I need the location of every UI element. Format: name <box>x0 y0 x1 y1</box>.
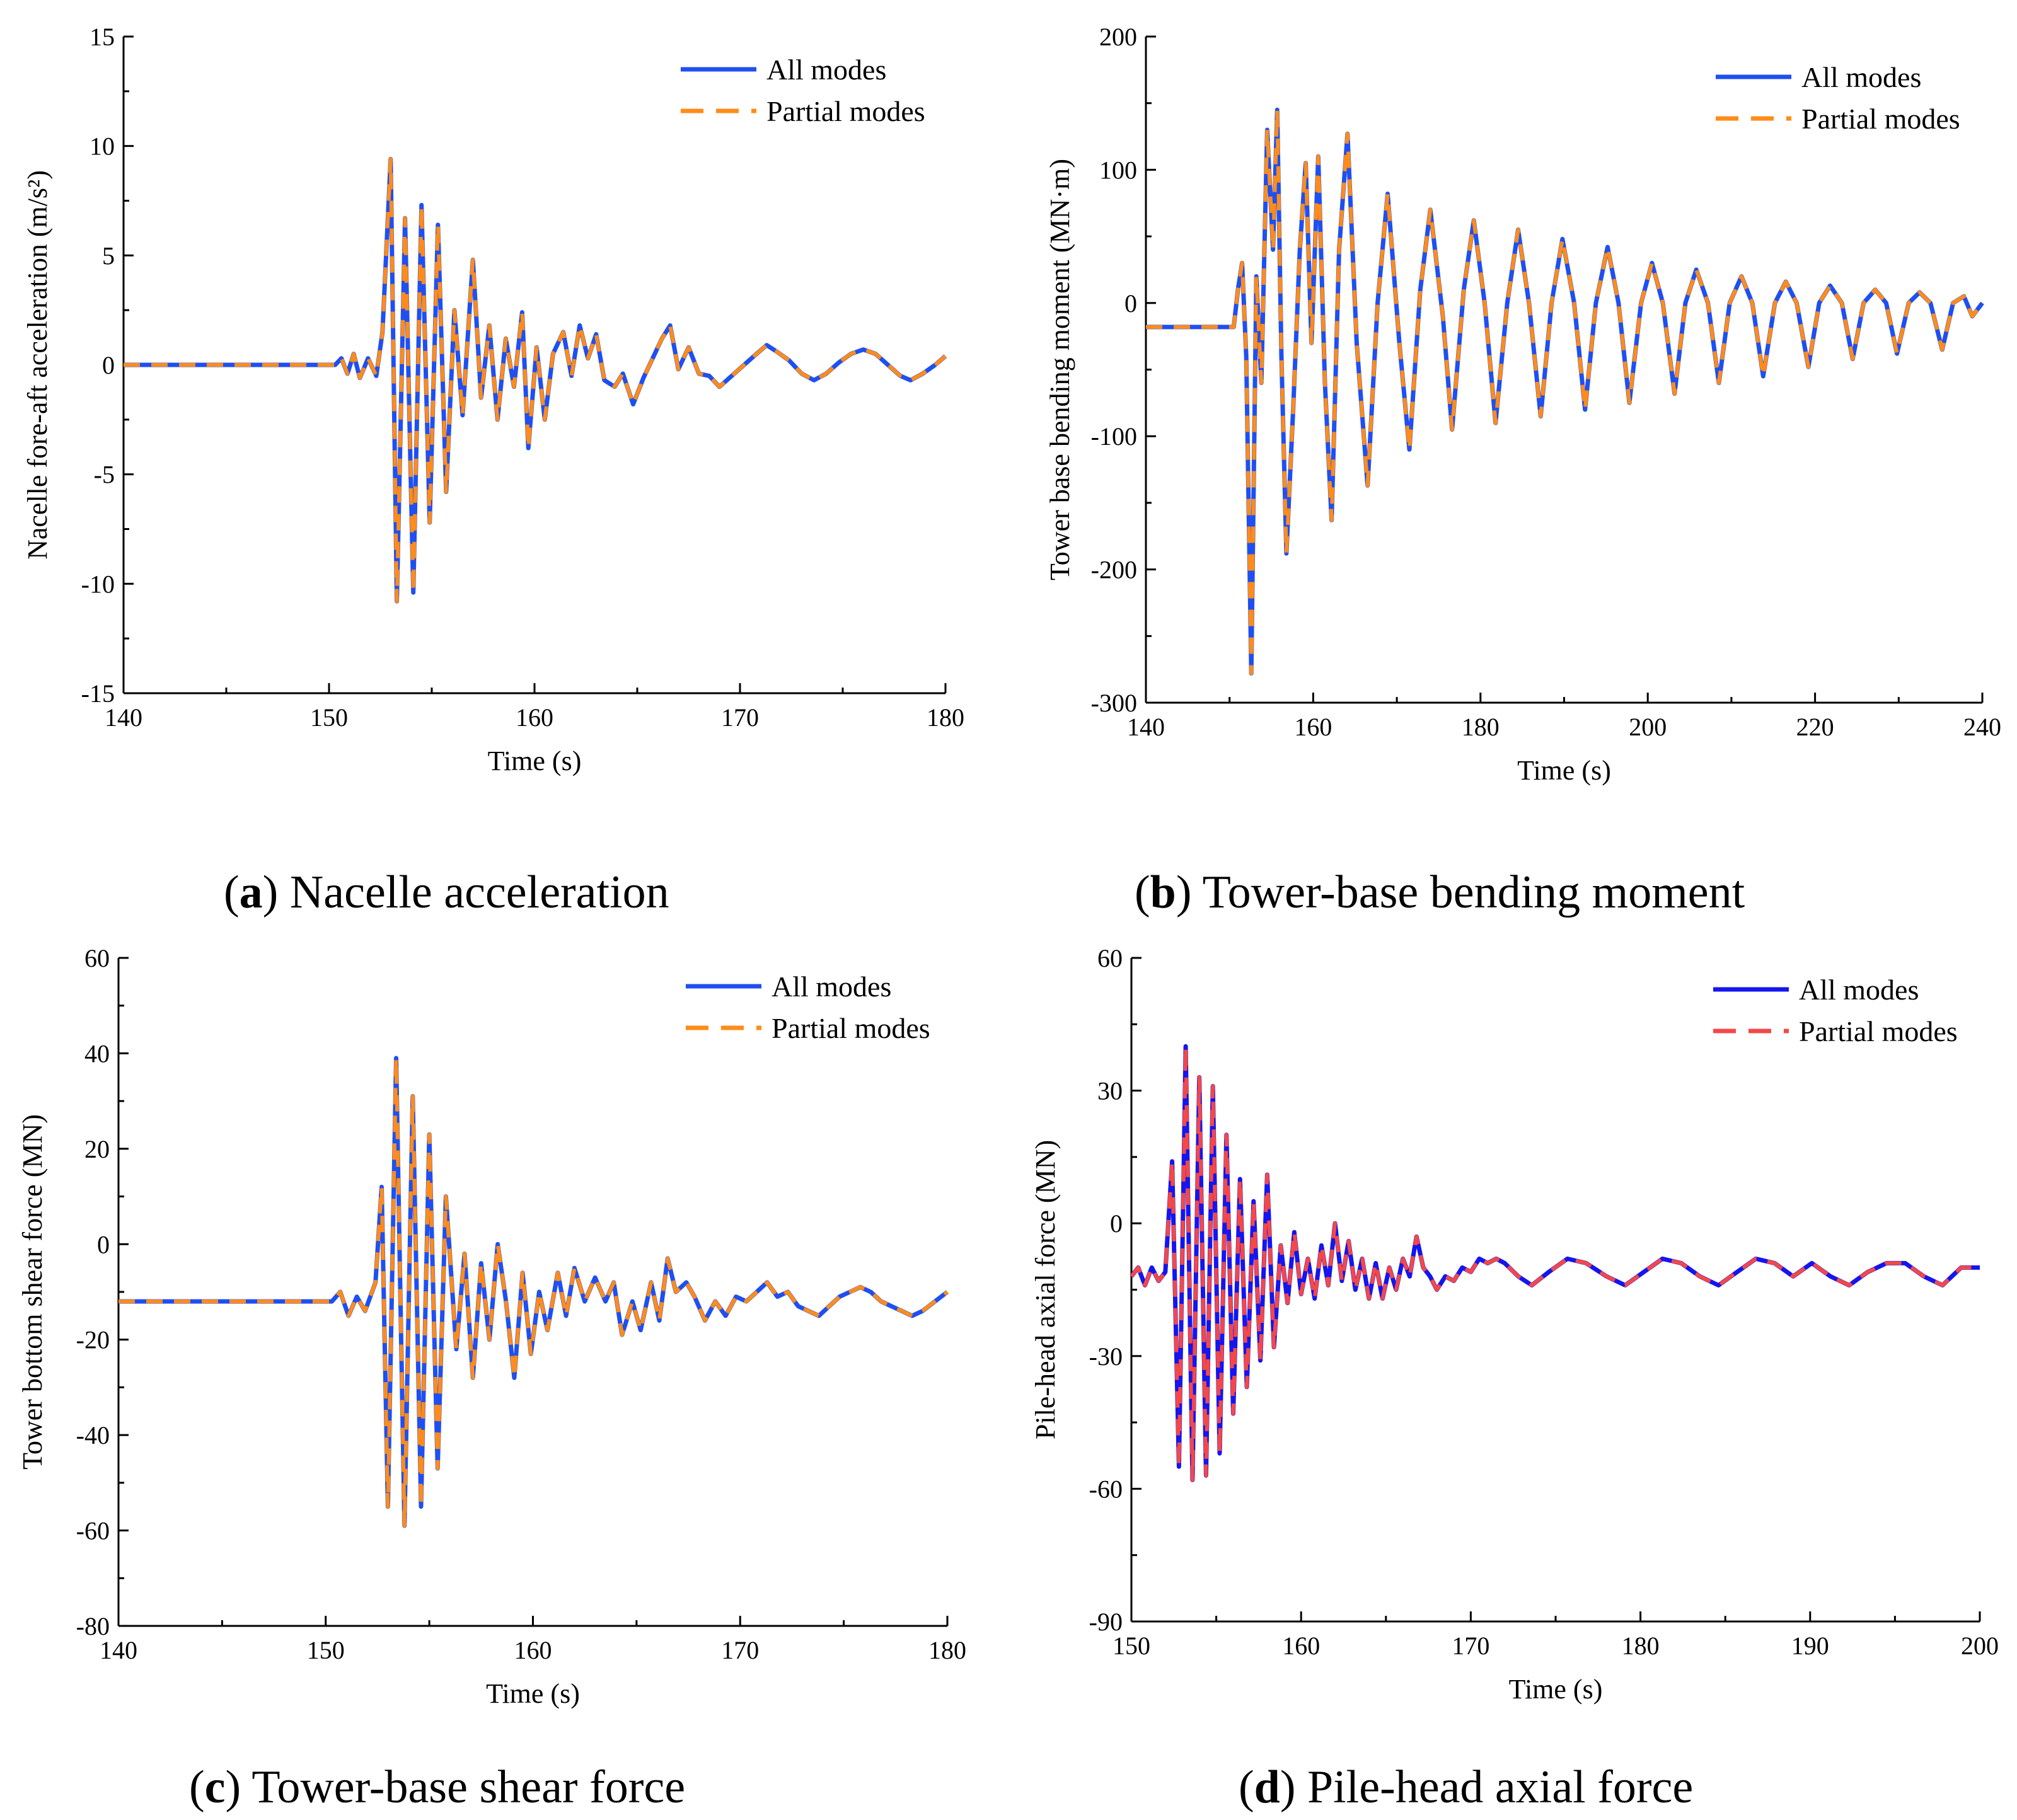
y-axis-title: Pile-head axial force (MN) <box>1030 1140 1061 1439</box>
x-tick-label: 180 <box>1622 1632 1660 1660</box>
y-tick-label: -90 <box>1089 1608 1123 1636</box>
x-tick-label: 160 <box>516 703 553 732</box>
x-tick-label: 160 <box>1282 1632 1320 1660</box>
series-line-all-modes <box>1146 107 1984 676</box>
y-tick-label: 20 <box>84 1135 110 1163</box>
y-tick-label: -60 <box>1089 1475 1123 1503</box>
y-tick-label: -100 <box>1091 422 1137 451</box>
caption-paren-open: ( <box>1239 1761 1254 1813</box>
caption-text: Pile-head axial force <box>1307 1761 1693 1813</box>
y-tick-label: 60 <box>84 944 110 972</box>
x-tick-label: 160 <box>514 1636 552 1664</box>
x-tick-label: 170 <box>1452 1632 1489 1660</box>
y-tick-label: 0 <box>102 351 115 379</box>
legend-label: Partial modes <box>772 1012 930 1044</box>
x-tick-label: 160 <box>1294 713 1332 741</box>
series-line-partial-modes <box>1146 108 1984 676</box>
y-tick-label: -80 <box>76 1612 110 1640</box>
panel-caption: (b) Tower-base bending moment <box>1135 867 1745 918</box>
legend-label: Partial modes <box>766 95 925 127</box>
x-tick-label: 170 <box>721 703 759 732</box>
caption-text: Nacelle acceleration <box>290 867 669 918</box>
y-tick-label: 5 <box>102 241 115 270</box>
x-tick-label: 180 <box>927 703 964 732</box>
legend-label: All modes <box>1799 974 1919 1006</box>
y-tick-label: -30 <box>1089 1342 1123 1371</box>
caption-letter: c <box>205 1761 226 1813</box>
y-tick-label: 30 <box>1097 1077 1123 1105</box>
caption-paren-open: ( <box>1135 867 1150 918</box>
x-tick-label: 140 <box>105 703 142 732</box>
series-line-partial-modes <box>124 157 947 604</box>
y-tick-label: -10 <box>81 570 115 598</box>
y-tick-label: -60 <box>76 1517 110 1545</box>
series-line-all-modes <box>1130 1044 1980 1482</box>
y-tick-label: -300 <box>1091 689 1137 717</box>
x-axis-title: Time (s) <box>486 1678 580 1709</box>
series-line-partial-modes <box>118 1056 949 1528</box>
x-tick-label: 240 <box>1963 713 2001 741</box>
panel-b-tower-base-bending-moment: -300 -200 -100 0 100 200 140 160 180 200 220 240 Tim… <box>1044 23 2001 918</box>
x-tick-label: 140 <box>100 1636 137 1664</box>
panel-caption: (c) Tower-base shear force <box>189 1761 685 1813</box>
x-tick-label: 200 <box>1629 713 1667 741</box>
x-axis-title: Time (s) <box>1509 1674 1603 1705</box>
x-tick-label: 200 <box>1961 1632 1999 1660</box>
y-tick-label: 60 <box>1097 944 1123 972</box>
y-tick-label: 40 <box>84 1039 110 1068</box>
legend-label: Partial modes <box>1801 103 1960 135</box>
y-tick-label: 0 <box>1124 289 1137 318</box>
legend-label: All modes <box>766 54 886 86</box>
caption-text: Tower-base bending moment <box>1203 867 1745 918</box>
legend-label: All modes <box>772 970 891 1003</box>
caption-letter: a <box>240 867 263 918</box>
y-tick-label: -200 <box>1091 556 1137 584</box>
panel-a-nacelle-acceleration: -15 -10 -5 0 5 10 15 140 150 160 170 180 Time (s) Nac… <box>22 23 964 918</box>
caption-letter: b <box>1150 867 1176 918</box>
legend-label: Partial modes <box>1799 1015 1958 1047</box>
y-tick-label: -40 <box>76 1421 110 1449</box>
panel-d-pile-head-axial-force: -90 -60 -30 0 30 60 150 160 170 180 190 200 Time (s)… <box>1030 944 1999 1813</box>
x-tick-label: 150 <box>1113 1632 1150 1660</box>
y-tick-label: 0 <box>97 1230 110 1258</box>
x-tick-label: 140 <box>1127 713 1165 741</box>
y-axis-title: Nacelle fore-aft acceleration (m/s²) <box>22 170 53 560</box>
y-tick-label: 100 <box>1099 156 1137 184</box>
y-tick-label: -5 <box>94 461 115 489</box>
caption-paren-open: ( <box>224 867 240 918</box>
x-axis-title: Time (s) <box>1517 755 1611 786</box>
y-axis-title: Tower base bending moment (MN·m) <box>1044 159 1075 580</box>
series-line-partial-modes <box>1130 1044 1980 1482</box>
caption-paren-open: ( <box>189 1761 205 1813</box>
y-tick-label: 10 <box>90 132 115 161</box>
y-tick-label: 200 <box>1099 23 1137 51</box>
caption-paren-close: ) <box>226 1761 252 1813</box>
caption-letter: d <box>1254 1761 1280 1813</box>
x-tick-label: 180 <box>928 1636 966 1664</box>
x-tick-label: 190 <box>1791 1632 1829 1660</box>
x-tick-label: 220 <box>1796 713 1834 741</box>
series-line-all-modes <box>118 1056 949 1528</box>
x-tick-label: 170 <box>721 1636 759 1664</box>
legend-label: All modes <box>1801 61 1921 93</box>
y-tick-label: -20 <box>76 1326 110 1354</box>
y-axis-title: Tower bottom shear force (MN) <box>17 1114 48 1470</box>
panel-caption: (d) Pile-head axial force <box>1239 1761 1693 1813</box>
panel-c-tower-base-shear-force: -80 -60 -40 -20 0 20 40 60 140 150 160 170 180 Time (… <box>17 944 966 1813</box>
y-tick-label: -15 <box>81 679 115 708</box>
y-tick-label: 0 <box>1110 1209 1123 1238</box>
y-tick-label: 15 <box>90 23 115 51</box>
x-tick-label: 150 <box>310 703 348 732</box>
x-axis-title: Time (s) <box>488 746 582 776</box>
caption-text: Tower-base shear force <box>251 1761 685 1813</box>
caption-paren-close: ) <box>1176 867 1203 918</box>
x-tick-label: 150 <box>307 1636 345 1664</box>
caption-paren-close: ) <box>263 867 290 918</box>
x-tick-label: 180 <box>1462 713 1500 741</box>
caption-paren-close: ) <box>1280 1761 1307 1813</box>
panel-caption: (a) Nacelle acceleration <box>224 867 669 918</box>
